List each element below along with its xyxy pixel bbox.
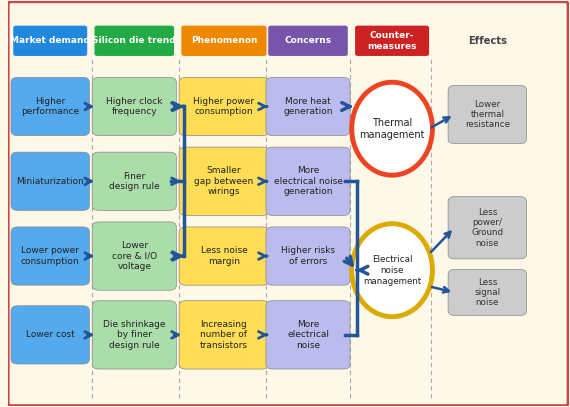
FancyBboxPatch shape	[92, 152, 176, 210]
FancyBboxPatch shape	[179, 301, 269, 369]
FancyBboxPatch shape	[266, 77, 350, 136]
Text: Less
signal
noise: Less signal noise	[474, 278, 500, 307]
FancyBboxPatch shape	[92, 301, 176, 369]
Text: Phenomenon: Phenomenon	[191, 36, 257, 45]
Text: Smaller
gap between
wirings: Smaller gap between wirings	[194, 166, 254, 196]
Text: Thermal
management: Thermal management	[359, 118, 425, 140]
FancyBboxPatch shape	[11, 77, 89, 136]
Text: Finer
design rule: Finer design rule	[109, 172, 160, 191]
FancyBboxPatch shape	[268, 26, 348, 56]
FancyBboxPatch shape	[11, 227, 89, 285]
Text: Silicon die trend: Silicon die trend	[92, 36, 176, 45]
Text: Less noise
margin: Less noise margin	[201, 246, 247, 266]
FancyBboxPatch shape	[8, 2, 568, 406]
FancyBboxPatch shape	[266, 147, 350, 215]
Text: Higher clock
frequency: Higher clock frequency	[106, 97, 162, 116]
FancyBboxPatch shape	[448, 269, 527, 315]
Text: Less
power/
Ground
noise: Less power/ Ground noise	[471, 208, 503, 248]
FancyBboxPatch shape	[92, 222, 176, 290]
Text: Miniaturization: Miniaturization	[17, 177, 84, 186]
Text: More
electrical noise
generation: More electrical noise generation	[274, 166, 343, 196]
FancyBboxPatch shape	[355, 26, 429, 56]
Text: Die shrinkage
by finer
design rule: Die shrinkage by finer design rule	[103, 320, 165, 350]
FancyBboxPatch shape	[266, 227, 350, 285]
Ellipse shape	[352, 82, 433, 175]
FancyBboxPatch shape	[13, 26, 87, 56]
FancyBboxPatch shape	[179, 227, 269, 285]
FancyBboxPatch shape	[179, 77, 269, 136]
Text: Market demand: Market demand	[10, 36, 90, 45]
Text: Counter-
measures: Counter- measures	[367, 31, 417, 50]
Text: Higher
performance: Higher performance	[21, 97, 79, 116]
FancyBboxPatch shape	[448, 85, 527, 144]
Text: Lower power
consumption: Lower power consumption	[21, 246, 80, 266]
FancyBboxPatch shape	[266, 301, 350, 369]
FancyBboxPatch shape	[181, 26, 267, 56]
Text: Higher power
consumption: Higher power consumption	[193, 97, 255, 116]
FancyBboxPatch shape	[11, 306, 89, 364]
FancyBboxPatch shape	[95, 26, 174, 56]
Text: Increasing
number of
transistors: Increasing number of transistors	[200, 320, 248, 350]
Text: Lower
core & I/O
voltage: Lower core & I/O voltage	[112, 241, 157, 271]
FancyBboxPatch shape	[11, 152, 89, 210]
FancyBboxPatch shape	[179, 147, 269, 215]
Text: Concerns: Concerns	[284, 36, 332, 45]
Text: Effects: Effects	[468, 36, 507, 46]
FancyBboxPatch shape	[92, 77, 176, 136]
Text: More
electrical
noise: More electrical noise	[287, 320, 329, 350]
Ellipse shape	[352, 224, 433, 317]
Text: Electrical
noise
management: Electrical noise management	[363, 255, 421, 286]
Text: More heat
generation: More heat generation	[283, 97, 333, 116]
FancyBboxPatch shape	[448, 197, 527, 259]
Text: Higher risks
of errors: Higher risks of errors	[281, 246, 335, 266]
Text: Lower cost: Lower cost	[26, 330, 75, 339]
Text: Lower
thermal
resistance: Lower thermal resistance	[465, 100, 510, 129]
